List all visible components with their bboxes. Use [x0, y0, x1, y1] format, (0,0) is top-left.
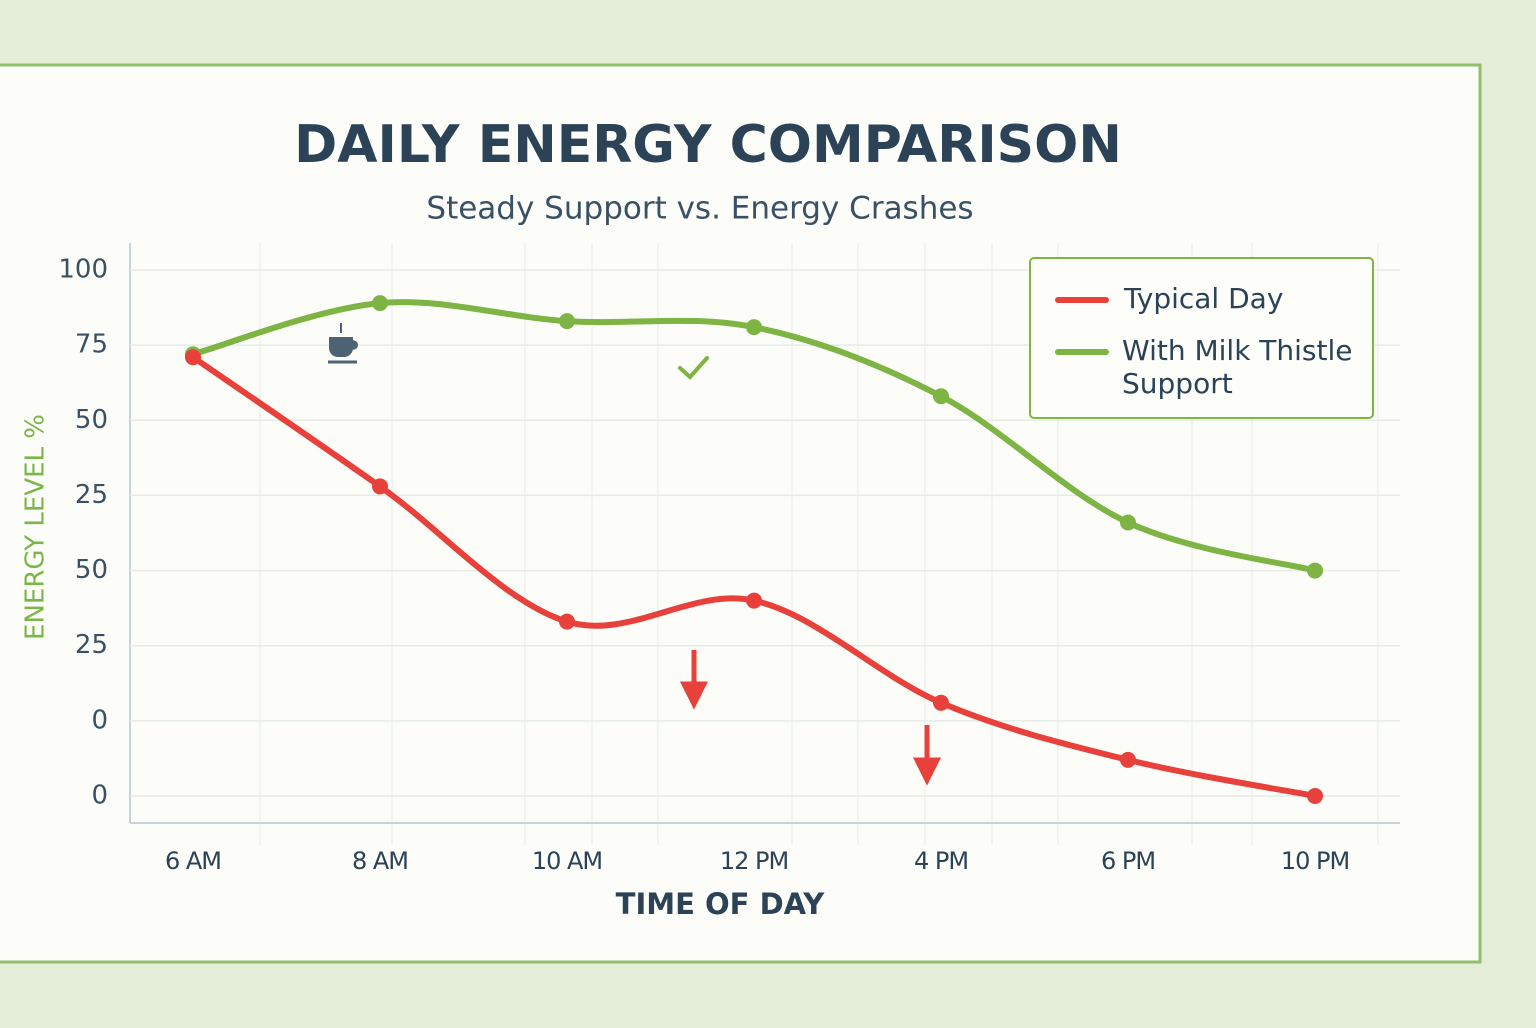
card — [0, 63, 1482, 964]
chart-title: DAILY ENERGY COMPARISON — [294, 115, 1122, 175]
legend-label: With Milk Thistle Support — [1122, 334, 1353, 400]
legend — [1029, 257, 1374, 419]
x-axis-label: TIME OF DAY — [616, 887, 826, 921]
y-tick-label: 0 — [91, 705, 108, 735]
y-tick-label: 50 — [75, 555, 108, 585]
data-point — [1120, 751, 1136, 768]
y-tick-label: 50 — [75, 405, 108, 435]
data-point — [1307, 562, 1323, 579]
data-point — [559, 613, 575, 630]
legend-label-line: With Milk Thistle — [1122, 334, 1353, 367]
x-tick-label: 10 AM — [532, 847, 602, 875]
x-tick-label: 4 PM — [914, 847, 968, 875]
y-tick-label: 100 — [58, 255, 108, 285]
y-axis-label: ENERGY LEVEL % — [21, 414, 51, 640]
data-point — [372, 295, 388, 312]
data-point — [746, 319, 762, 336]
x-tick-label: 8 AM — [352, 847, 408, 875]
legend-label: Typical Day — [1123, 282, 1283, 315]
plot — [130, 269, 1400, 804]
data-point — [933, 694, 949, 711]
data-point — [1120, 514, 1136, 531]
x-tick-label: 10 PM — [1281, 847, 1349, 875]
x-tick-label: 6 PM — [1101, 847, 1155, 875]
chart-subtitle: Steady Support vs. Energy Crashes — [426, 191, 973, 227]
icons — [328, 323, 942, 786]
x-tick-label: 12 PM — [720, 847, 788, 875]
data-point — [746, 592, 762, 609]
y-tick-label: 25 — [75, 480, 108, 510]
legend-label-line: Support — [1122, 367, 1233, 400]
data-point — [185, 349, 201, 366]
y-tick-label: 25 — [75, 630, 108, 660]
data-point — [559, 313, 575, 330]
y-tick-label: 0 — [91, 780, 108, 810]
y-tick-label: 75 — [75, 330, 108, 360]
data-point — [372, 478, 388, 495]
data-point — [933, 388, 949, 405]
x-tick-label: 6 AM — [165, 847, 221, 875]
data-point — [1307, 787, 1323, 804]
